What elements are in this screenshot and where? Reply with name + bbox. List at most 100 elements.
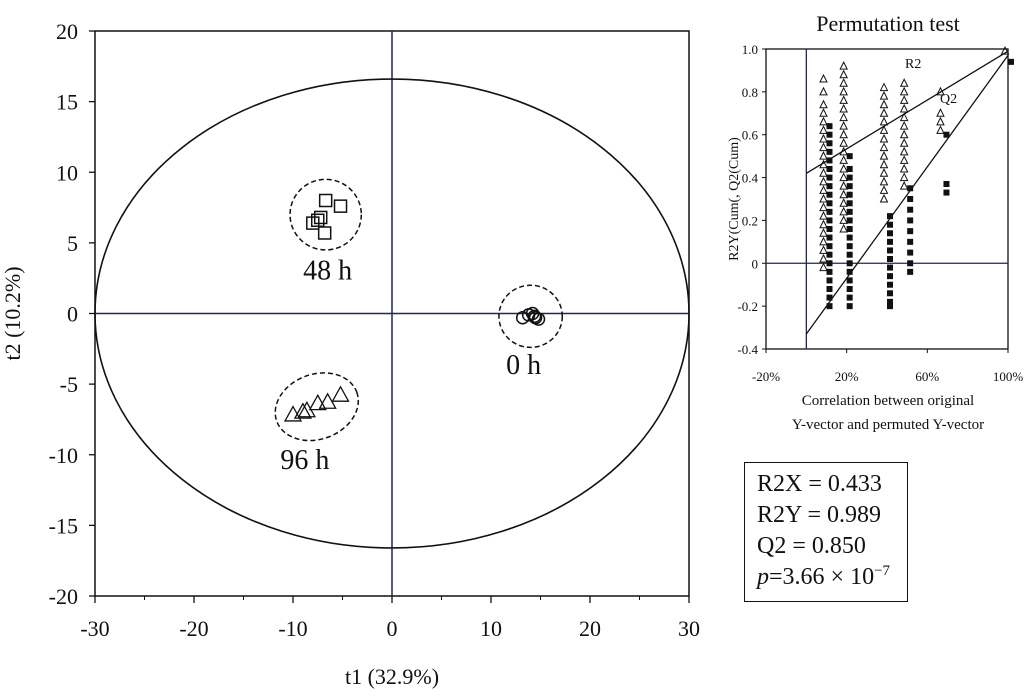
q2-point	[826, 243, 833, 250]
data-point	[527, 309, 542, 324]
r2-point	[899, 86, 909, 96]
r2-point	[819, 116, 828, 126]
r2-point	[839, 129, 848, 139]
y-tick-label: -5	[60, 372, 78, 397]
q2-point	[1008, 58, 1014, 65]
q2-point	[826, 166, 833, 172]
r2-point	[839, 146, 848, 156]
r2x-stat: R2X = 0.433	[757, 471, 882, 497]
q2-point	[826, 200, 833, 207]
x-axis-label: t1 (32.9%)	[345, 664, 439, 689]
q2-point	[907, 228, 914, 235]
q2-point	[846, 153, 853, 160]
r2-point	[936, 125, 945, 134]
perm-x-label-line2: Y-vector and permuted Y-vector	[792, 417, 984, 433]
r2-point	[879, 193, 889, 203]
x-tick-label: 10	[480, 616, 502, 641]
r2-point	[819, 125, 828, 134]
r2-point	[879, 99, 889, 109]
q2-point	[826, 148, 833, 155]
data-point	[528, 310, 543, 325]
r2-point	[819, 211, 828, 220]
r2-point	[819, 108, 828, 117]
x-tick-label: -10	[278, 616, 307, 641]
r2-point	[879, 133, 889, 143]
r2-point	[879, 142, 889, 152]
r2-point	[839, 86, 848, 96]
q2-point	[846, 166, 853, 172]
q2-point	[907, 196, 914, 202]
r2-point	[839, 215, 848, 224]
q2-stat: Q2 = 0.850	[757, 533, 866, 559]
q2-point	[887, 273, 893, 280]
r2-point	[839, 223, 848, 233]
q2-point	[826, 251, 833, 258]
q2-point	[846, 200, 853, 207]
perm-x-tick-label: 20%	[835, 369, 859, 384]
perm-y-tick-label: -0.2	[737, 299, 758, 314]
r2-point	[879, 168, 889, 177]
q2-point	[907, 249, 914, 256]
perm-frame	[765, 48, 1009, 350]
q2-point	[826, 286, 833, 292]
r2-point	[879, 159, 889, 169]
r2-point	[839, 172, 848, 182]
q2-point	[826, 183, 833, 190]
p-symbol: p	[757, 564, 769, 590]
q2-point	[887, 281, 893, 288]
r2-point	[879, 185, 889, 194]
q2-point	[826, 260, 833, 267]
y-tick-label: -20	[49, 584, 78, 609]
group-boundary	[274, 372, 360, 442]
r2-point	[936, 86, 945, 96]
q2-point	[887, 290, 893, 297]
data-point	[317, 226, 332, 240]
x-tick-label: -20	[179, 616, 208, 641]
r2-point	[819, 202, 828, 212]
series-label: Q2	[940, 92, 957, 107]
r2-point	[899, 163, 909, 173]
r2-point	[899, 146, 909, 156]
q2-point	[887, 247, 893, 254]
q2-point	[846, 174, 853, 181]
r2-point	[819, 99, 828, 109]
r2-point	[879, 91, 889, 100]
r2-point	[899, 121, 909, 130]
perm-x-tick-label: -20%	[752, 369, 780, 384]
q2-point	[943, 131, 950, 138]
r2-point	[839, 121, 848, 130]
q2-point	[887, 230, 893, 237]
r2-point	[819, 86, 828, 96]
regression-line	[805, 55, 1009, 335]
r2-point	[879, 116, 889, 126]
q2-point	[887, 298, 893, 305]
q2-point	[887, 238, 893, 245]
data-point	[313, 210, 328, 225]
q2-point	[846, 260, 853, 267]
r2-point	[819, 176, 828, 186]
r2-point	[819, 73, 828, 83]
q2-point	[826, 277, 833, 284]
x-tick-label: -30	[80, 616, 109, 641]
y-tick-label: -15	[49, 513, 78, 538]
r2-point	[899, 155, 909, 164]
r2-point	[839, 103, 848, 113]
x-tick-label: 30	[678, 616, 700, 641]
q2-point	[846, 268, 853, 275]
q2-point	[846, 183, 853, 190]
y-tick-label: 0	[67, 302, 78, 327]
q2-point	[887, 256, 893, 262]
r2-point	[839, 181, 848, 190]
p-value-text: =3.66 × 10	[769, 564, 875, 590]
q2-point	[826, 157, 833, 164]
r2-point	[899, 78, 909, 87]
r2-point	[819, 142, 828, 152]
r2-point	[899, 112, 909, 122]
r2-point	[839, 206, 848, 216]
perm-y-tick-label: 0.2	[742, 213, 758, 228]
data-point	[525, 306, 540, 321]
y-tick-label: -10	[49, 443, 78, 468]
q2-point	[887, 221, 893, 228]
permutation-plot: Permutation test -0.4 -0.2 0 0.2 0.4 0.6 0.8 1.0…	[727, 11, 1023, 433]
